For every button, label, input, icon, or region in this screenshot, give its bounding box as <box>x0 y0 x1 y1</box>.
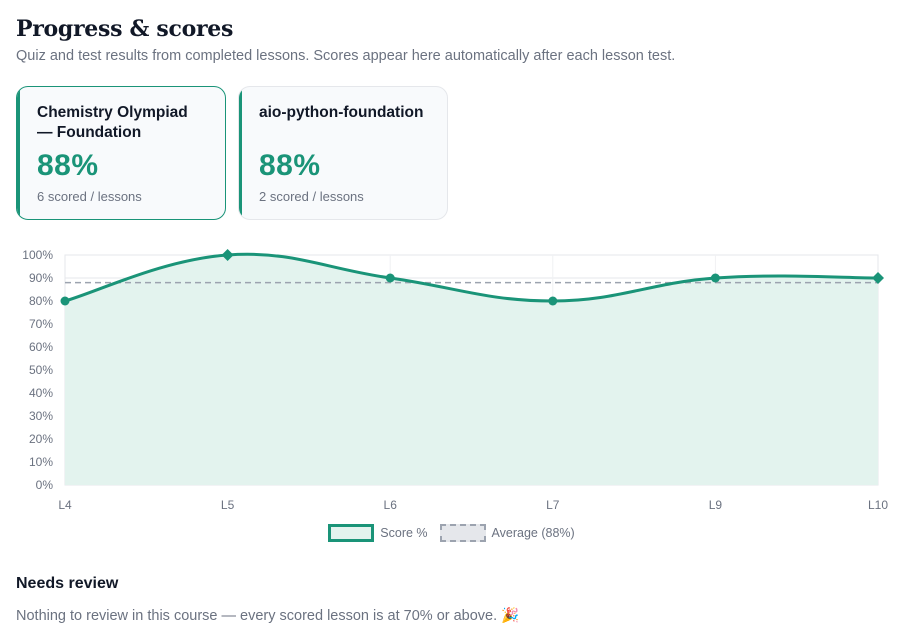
course-card-chemistry[interactable]: Chemistry Olympiad — Foundation 88% 6 sc… <box>16 86 226 220</box>
course-name: aio-python-foundation <box>259 104 424 121</box>
legend-item-score[interactable]: Score % <box>328 524 428 542</box>
legend-swatch-score <box>328 524 375 542</box>
score-chart: 0% 10% 20% 30% 40% 50% 60% 70% 80% 90% 100% L4 L5 L6 L… <box>22 248 888 512</box>
score-area <box>65 254 878 485</box>
score-point <box>60 296 70 306</box>
y-tick-label: 80% <box>29 294 53 308</box>
page-title: Progress & scores <box>16 16 234 42</box>
course-meta: 6 scored / lessons <box>37 189 142 204</box>
course-name: Chemistry Olympiad — Foundation <box>37 104 188 141</box>
y-tick-label: 30% <box>29 409 53 423</box>
y-tick-label: 10% <box>29 455 53 469</box>
course-score: 88% <box>37 149 99 182</box>
course-meta: 2 scored / lessons <box>259 189 364 204</box>
needs-review-heading: Needs review <box>16 575 119 592</box>
x-tick-label: L5 <box>221 498 235 512</box>
score-point <box>385 273 395 283</box>
x-tick-label: L9 <box>709 498 723 512</box>
score-line <box>64 252 879 303</box>
y-tick-label: 90% <box>29 271 53 285</box>
score-point <box>548 296 558 306</box>
legend-item-average[interactable]: Average (88%) <box>439 524 575 542</box>
course-card-python[interactable]: aio-python-foundation 88% 2 scored / les… <box>238 86 448 220</box>
course-score: 88% <box>259 149 321 182</box>
y-tick-label: 70% <box>29 317 53 331</box>
x-tick-label: L7 <box>546 498 560 512</box>
y-tick-label: 50% <box>29 363 53 377</box>
chart-legend: Score % Average (88%) <box>0 524 903 542</box>
x-tick-label: L10 <box>868 498 888 512</box>
legend-label-score: Score % <box>380 526 428 540</box>
page-subtitle: Quiz and test results from completed les… <box>16 48 676 64</box>
y-tick-label: 0% <box>36 478 54 492</box>
y-tick-label: 40% <box>29 386 53 400</box>
needs-review-text: Nothing to review in this course — every… <box>16 608 520 624</box>
y-tick-label: 60% <box>29 340 53 354</box>
y-tick-label: 100% <box>22 248 53 262</box>
x-tick-label: L4 <box>58 498 72 512</box>
score-point <box>710 273 720 283</box>
x-tick-label: L6 <box>384 498 398 512</box>
legend-label-average: Average (88%) <box>491 526 575 540</box>
score-point <box>872 272 884 284</box>
legend-swatch-average <box>439 524 486 542</box>
y-tick-label: 20% <box>29 432 53 446</box>
score-point <box>221 249 234 261</box>
